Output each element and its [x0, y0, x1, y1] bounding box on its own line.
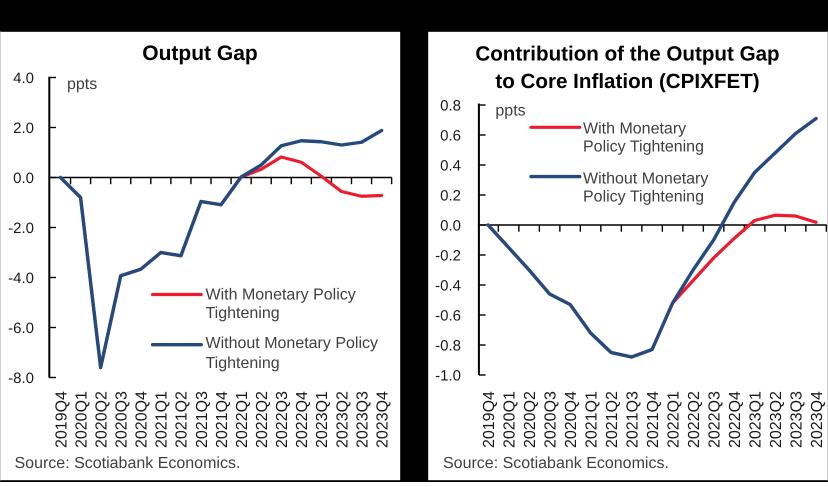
- svg-text:-2.0: -2.0: [8, 220, 34, 237]
- svg-text:2022Q3: 2022Q3: [274, 391, 291, 448]
- svg-text:2023Q3: 2023Q3: [788, 391, 805, 448]
- svg-text:Contribution of the Output Gap: Contribution of the Output Gap: [475, 42, 779, 65]
- svg-text:2023Q4: 2023Q4: [809, 391, 826, 448]
- svg-text:2020Q2: 2020Q2: [93, 391, 110, 448]
- svg-text:2021Q1: 2021Q1: [583, 391, 600, 448]
- svg-text:Tightening: Tightening: [206, 305, 280, 322]
- svg-text:2019Q4: 2019Q4: [481, 391, 498, 448]
- svg-text:2022Q3: 2022Q3: [706, 391, 723, 448]
- svg-text:-0.2: -0.2: [435, 247, 461, 264]
- svg-text:2023Q3: 2023Q3: [354, 391, 371, 448]
- svg-text:2020Q4: 2020Q4: [563, 391, 580, 448]
- svg-text:-8.0: -8.0: [8, 370, 34, 387]
- svg-text:0.4: 0.4: [440, 157, 461, 174]
- svg-text:-0.8: -0.8: [435, 337, 461, 354]
- svg-text:-4.0: -4.0: [8, 270, 34, 287]
- svg-text:2023Q1: 2023Q1: [314, 391, 331, 448]
- svg-text:-6.0: -6.0: [8, 320, 34, 337]
- svg-text:-1.0: -1.0: [435, 367, 461, 384]
- svg-text:2020Q2: 2020Q2: [522, 391, 539, 448]
- svg-text:2020Q1: 2020Q1: [73, 391, 90, 448]
- svg-text:Source: Scotiabank Economics.: Source: Scotiabank Economics.: [15, 455, 241, 472]
- svg-text:Policy Tightening: Policy Tightening: [583, 189, 704, 206]
- svg-text:2021Q1: 2021Q1: [154, 391, 171, 448]
- svg-text:2022Q1: 2022Q1: [665, 391, 682, 448]
- svg-text:2020Q3: 2020Q3: [542, 391, 559, 448]
- svg-text:Tightening: Tightening: [206, 355, 280, 372]
- svg-text:2020Q1: 2020Q1: [501, 391, 518, 448]
- svg-text:0.6: 0.6: [440, 127, 461, 144]
- svg-text:-0.4: -0.4: [435, 277, 461, 294]
- svg-text:2022Q4: 2022Q4: [727, 391, 744, 448]
- svg-text:2021Q3: 2021Q3: [624, 391, 641, 448]
- svg-text:2022Q1: 2022Q1: [234, 391, 251, 448]
- svg-text:Without Monetary: Without Monetary: [583, 170, 708, 187]
- svg-text:0.0: 0.0: [440, 217, 461, 234]
- svg-text:ppts: ppts: [495, 102, 525, 119]
- svg-text:2021Q2: 2021Q2: [174, 391, 191, 448]
- svg-text:0.2: 0.2: [440, 187, 461, 204]
- svg-text:2020Q4: 2020Q4: [134, 391, 151, 448]
- svg-text:2023Q4: 2023Q4: [374, 391, 391, 448]
- svg-text:2021Q4: 2021Q4: [645, 391, 662, 448]
- svg-text:0.0: 0.0: [13, 170, 34, 187]
- svg-text:0.8: 0.8: [440, 97, 461, 114]
- svg-text:4.0: 4.0: [13, 70, 34, 87]
- svg-text:Source: Scotiabank Economics.: Source: Scotiabank Economics.: [443, 455, 669, 472]
- svg-text:Output Gap: Output Gap: [142, 42, 257, 65]
- svg-text:Without Monetary Policy: Without Monetary Policy: [206, 335, 379, 352]
- svg-text:With Monetary Policy: With Monetary Policy: [206, 286, 356, 303]
- svg-text:-0.6: -0.6: [435, 307, 461, 324]
- svg-text:2023Q1: 2023Q1: [747, 391, 764, 448]
- svg-text:ppts: ppts: [67, 76, 97, 93]
- svg-text:2023Q2: 2023Q2: [334, 391, 351, 448]
- svg-text:2020Q3: 2020Q3: [114, 391, 131, 448]
- svg-text:2.0: 2.0: [13, 120, 34, 137]
- svg-text:Policy Tightening: Policy Tightening: [583, 138, 704, 155]
- svg-text:2022Q2: 2022Q2: [254, 391, 271, 448]
- svg-text:2022Q4: 2022Q4: [294, 391, 311, 448]
- svg-text:2021Q2: 2021Q2: [604, 391, 621, 448]
- svg-text:2019Q4: 2019Q4: [53, 391, 70, 448]
- svg-text:to Core Inflation (CPIXFET): to Core Inflation (CPIXFET): [495, 70, 759, 93]
- svg-text:2021Q3: 2021Q3: [194, 391, 211, 448]
- svg-text:2021Q4: 2021Q4: [214, 391, 231, 448]
- svg-text:With Monetary: With Monetary: [583, 121, 686, 138]
- svg-text:2022Q2: 2022Q2: [686, 391, 703, 448]
- svg-text:2023Q2: 2023Q2: [768, 391, 785, 448]
